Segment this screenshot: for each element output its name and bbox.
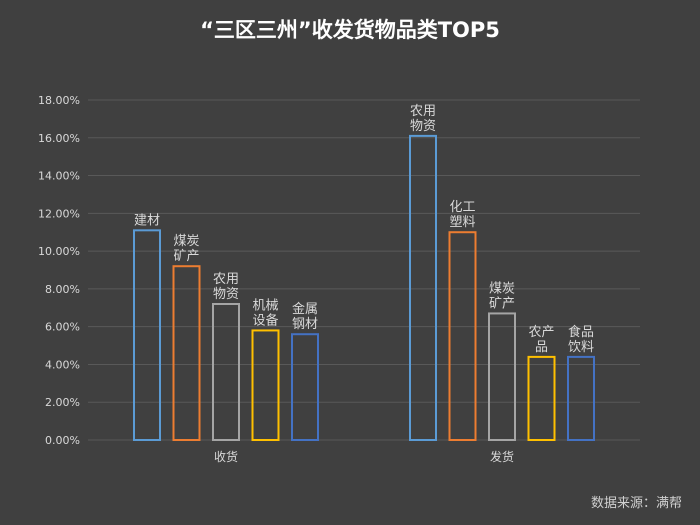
bar — [448, 231, 477, 441]
y-tick-label: 16.00% — [38, 132, 80, 145]
y-tick-label: 4.00% — [45, 358, 80, 371]
bar-label: 食品饮料 — [568, 324, 594, 355]
bar-label: 建材 — [134, 213, 160, 228]
y-tick-label: 2.00% — [45, 396, 80, 409]
y-tick-label: 6.00% — [45, 321, 80, 334]
bar — [291, 333, 319, 442]
bar — [567, 355, 595, 441]
bar — [527, 355, 556, 441]
x-category-label: 收货 — [214, 449, 238, 464]
source-note: 数据来源：满帮 — [590, 496, 682, 511]
bar — [212, 303, 240, 441]
y-tick-label: 10.00% — [38, 245, 80, 258]
y-tick-label: 18.00% — [38, 94, 80, 107]
bar-label: 农产品 — [528, 325, 554, 355]
bar — [172, 265, 201, 441]
bar — [488, 312, 516, 442]
bar-label: 煤炭矿产 — [489, 281, 515, 311]
y-tick-label: 8.00% — [45, 283, 80, 296]
chart-title: “三区三州”收发货物品类TOP5 — [200, 18, 500, 42]
bar — [251, 329, 280, 442]
y-tick-label: 0.00% — [45, 434, 80, 447]
bar — [409, 134, 437, 441]
bar-label: 金属钢材 — [292, 301, 318, 332]
bar-label: 农用物资 — [410, 104, 436, 134]
bar-label: 化工塑料 — [449, 200, 475, 230]
bar — [133, 229, 161, 441]
bar-label: 机械设备 — [252, 298, 278, 328]
x-category-label: 发货 — [490, 449, 514, 464]
y-tick-label: 12.00% — [38, 207, 80, 220]
bar-label: 农用物资 — [213, 272, 239, 302]
bar-label: 煤炭矿产 — [173, 234, 199, 264]
y-tick-label: 14.00% — [38, 170, 80, 183]
